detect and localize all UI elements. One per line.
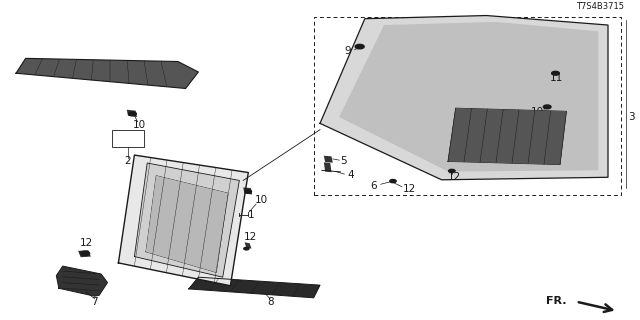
Text: 12: 12 — [448, 172, 461, 182]
Circle shape — [543, 105, 551, 109]
Text: 10: 10 — [531, 107, 544, 117]
Circle shape — [129, 112, 136, 116]
Text: 12: 12 — [244, 232, 257, 242]
Text: 12: 12 — [403, 184, 416, 194]
Bar — [314, 17, 621, 195]
Circle shape — [552, 71, 559, 75]
Circle shape — [390, 180, 396, 183]
Polygon shape — [320, 16, 608, 180]
Text: FR.: FR. — [546, 296, 566, 306]
Text: 10: 10 — [133, 120, 146, 130]
Circle shape — [244, 247, 249, 250]
Polygon shape — [118, 155, 248, 286]
Text: 1: 1 — [248, 210, 254, 220]
Polygon shape — [127, 110, 137, 117]
Circle shape — [355, 44, 364, 49]
Circle shape — [81, 251, 90, 256]
Polygon shape — [56, 266, 108, 296]
Text: 10: 10 — [255, 195, 268, 205]
Polygon shape — [324, 162, 332, 172]
Text: 11: 11 — [550, 73, 563, 83]
Text: 9: 9 — [344, 46, 351, 56]
Text: 2: 2 — [125, 156, 131, 166]
Text: 8: 8 — [267, 297, 273, 307]
Polygon shape — [134, 163, 239, 277]
Polygon shape — [448, 108, 566, 164]
Circle shape — [449, 169, 455, 172]
Text: 7: 7 — [92, 297, 98, 307]
Text: 12: 12 — [80, 238, 93, 248]
Text: 3: 3 — [628, 112, 635, 122]
Polygon shape — [189, 277, 320, 298]
Circle shape — [245, 190, 252, 193]
Bar — [112, 130, 144, 147]
Polygon shape — [78, 250, 91, 257]
Text: 6: 6 — [371, 181, 377, 191]
Text: 5: 5 — [340, 156, 347, 166]
Text: T7S4B3715: T7S4B3715 — [576, 2, 624, 11]
Polygon shape — [243, 188, 252, 195]
Polygon shape — [339, 22, 598, 172]
Text: 4: 4 — [348, 170, 354, 180]
Polygon shape — [146, 176, 228, 272]
Polygon shape — [324, 156, 333, 163]
Polygon shape — [16, 58, 198, 88]
Polygon shape — [244, 242, 252, 249]
